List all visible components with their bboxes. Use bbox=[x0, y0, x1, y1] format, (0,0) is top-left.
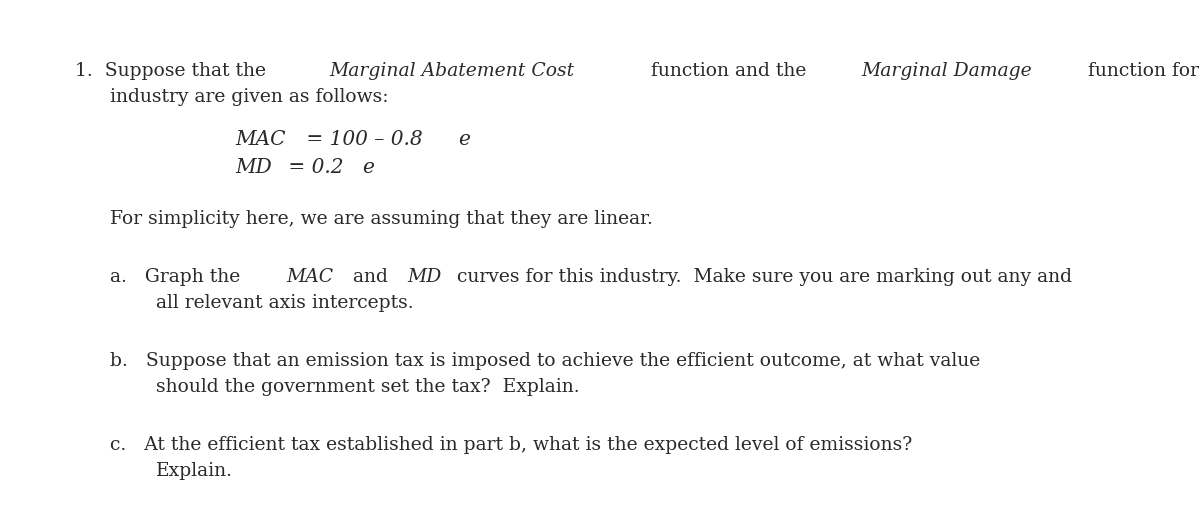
Text: For simplicity here, we are assuming that they are linear.: For simplicity here, we are assuming tha… bbox=[110, 210, 653, 228]
Text: = 100 – 0.8: = 100 – 0.8 bbox=[300, 130, 422, 149]
Text: MD: MD bbox=[407, 268, 442, 286]
Text: all relevant axis intercepts.: all relevant axis intercepts. bbox=[156, 294, 414, 312]
Text: MAC: MAC bbox=[286, 268, 332, 286]
Text: and: and bbox=[347, 268, 394, 286]
Text: Marginal Damage: Marginal Damage bbox=[862, 62, 1032, 80]
Text: Marginal Abatement Cost: Marginal Abatement Cost bbox=[329, 62, 575, 80]
Text: industry are given as follows:: industry are given as follows: bbox=[110, 88, 389, 106]
Text: MAC: MAC bbox=[235, 130, 286, 149]
Text: a.   Graph the: a. Graph the bbox=[110, 268, 246, 286]
Text: = 0.2: = 0.2 bbox=[282, 158, 344, 177]
Text: b.   Suppose that an emission tax is imposed to achieve the efficient outcome, a: b. Suppose that an emission tax is impos… bbox=[110, 352, 980, 370]
Text: c.   At the efficient tax established in part b, what is the expected level of e: c. At the efficient tax established in p… bbox=[110, 436, 912, 454]
Text: e: e bbox=[361, 158, 373, 177]
Text: should the government set the tax?  Explain.: should the government set the tax? Expla… bbox=[156, 378, 580, 396]
Text: curves for this industry.  Make sure you are marking out any and: curves for this industry. Make sure you … bbox=[451, 268, 1073, 286]
Text: e: e bbox=[458, 130, 470, 149]
Text: 1.  Suppose that the: 1. Suppose that the bbox=[74, 62, 272, 80]
Text: Explain.: Explain. bbox=[156, 462, 233, 480]
Text: function and the: function and the bbox=[646, 62, 812, 80]
Text: MD: MD bbox=[235, 158, 271, 177]
Text: function for an: function for an bbox=[1081, 62, 1200, 80]
